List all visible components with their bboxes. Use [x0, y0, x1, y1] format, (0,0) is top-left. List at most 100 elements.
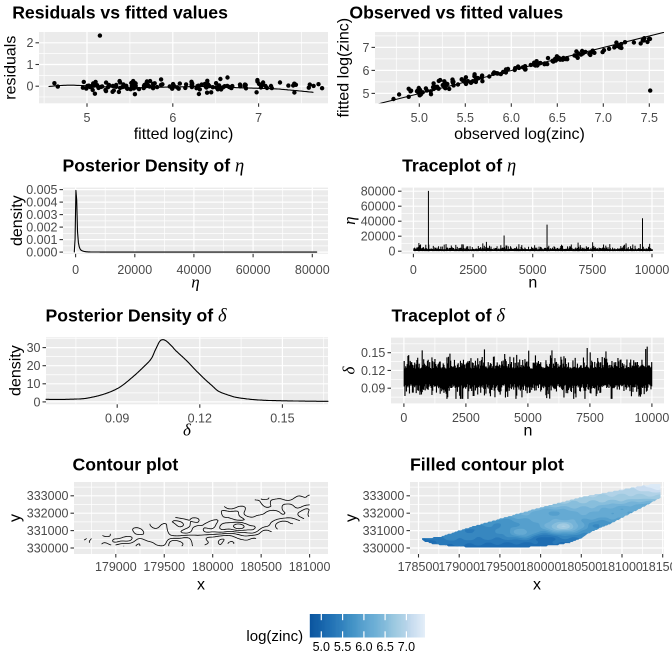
svg-text:y: y [343, 514, 360, 522]
svg-text:181500: 181500 [642, 560, 672, 574]
svg-text:Filled contour plot: Filled contour plot [410, 454, 564, 474]
svg-text:332000: 332000 [27, 507, 69, 521]
svg-text:330000: 330000 [363, 541, 405, 555]
svg-text:7.0: 7.0 [595, 111, 612, 125]
svg-text:6.0: 6.0 [355, 640, 372, 654]
svg-text:179000: 179000 [438, 560, 480, 574]
svg-text:n: n [528, 275, 537, 292]
svg-text:5.0: 5.0 [313, 640, 330, 654]
svg-text:0.003: 0.003 [26, 208, 57, 222]
svg-text:x: x [533, 577, 541, 594]
svg-text:n: n [523, 422, 532, 439]
svg-text:180000: 180000 [192, 560, 234, 574]
svg-text:Posterior Density of δ: Posterior Density of δ [46, 306, 228, 327]
svg-text:20000: 20000 [361, 230, 396, 244]
svg-text:0: 0 [27, 80, 34, 94]
svg-text:0.001: 0.001 [26, 233, 57, 247]
svg-text:fitted log(zinc): fitted log(zinc) [336, 18, 353, 118]
svg-text:0.002: 0.002 [26, 221, 57, 235]
svg-text:80000: 80000 [361, 185, 396, 199]
svg-text:5.5: 5.5 [334, 640, 351, 654]
svg-text:333000: 333000 [27, 489, 69, 503]
svg-text:40000: 40000 [177, 263, 212, 277]
svg-text:178500: 178500 [398, 560, 440, 574]
svg-text:7.5: 7.5 [641, 111, 658, 125]
svg-text:180500: 180500 [240, 560, 282, 574]
svg-text:40000: 40000 [361, 215, 396, 229]
svg-text:6.5: 6.5 [549, 111, 566, 125]
svg-text:Posterior Density of η: Posterior Density of η [63, 155, 245, 176]
svg-text:log(zinc): log(zinc) [246, 628, 303, 645]
svg-text:fitted log(zinc): fitted log(zinc) [134, 126, 234, 143]
svg-text:0: 0 [389, 245, 396, 259]
svg-text:7.0: 7.0 [398, 640, 415, 654]
svg-text:0.09: 0.09 [361, 382, 385, 396]
svg-text:6.0: 6.0 [503, 111, 520, 125]
svg-text:180500: 180500 [560, 560, 602, 574]
svg-text:181000: 181000 [601, 560, 643, 574]
svg-text:x: x [197, 577, 205, 594]
svg-text:Traceplot of η: Traceplot of η [402, 155, 516, 176]
svg-text:η: η [340, 216, 359, 224]
svg-text:δ: δ [340, 365, 359, 374]
svg-text:residuals: residuals [3, 36, 20, 100]
svg-text:5000: 5000 [519, 263, 547, 277]
svg-text:60000: 60000 [236, 263, 271, 277]
svg-text:179000: 179000 [95, 560, 137, 574]
svg-text:0.000: 0.000 [26, 246, 57, 260]
svg-text:6.5: 6.5 [376, 640, 393, 654]
svg-text:observed log(zinc): observed log(zinc) [454, 126, 585, 143]
svg-text:333000: 333000 [363, 489, 405, 503]
svg-text:332000: 332000 [363, 507, 405, 521]
svg-text:0.004: 0.004 [26, 196, 57, 210]
svg-text:7: 7 [255, 111, 262, 125]
svg-text:y: y [7, 514, 24, 522]
svg-text:η: η [191, 273, 199, 292]
svg-text:331000: 331000 [363, 524, 405, 538]
svg-text:0.15: 0.15 [361, 346, 385, 360]
svg-text:331000: 331000 [27, 524, 69, 538]
svg-text:6: 6 [363, 64, 370, 78]
svg-text:δ: δ [183, 420, 192, 439]
svg-text:10000: 10000 [635, 263, 670, 277]
svg-text:7: 7 [363, 41, 370, 55]
svg-text:10: 10 [27, 377, 41, 391]
svg-text:0: 0 [34, 395, 41, 409]
svg-text:180000: 180000 [520, 560, 562, 574]
svg-text:Residuals vs fitted values: Residuals vs fitted values [12, 3, 228, 23]
svg-text:5: 5 [363, 87, 370, 101]
svg-text:0: 0 [410, 263, 417, 277]
svg-text:181000: 181000 [289, 560, 331, 574]
svg-text:density: density [8, 345, 25, 396]
svg-text:6: 6 [169, 111, 176, 125]
svg-text:179500: 179500 [143, 560, 185, 574]
svg-text:7500: 7500 [578, 263, 606, 277]
svg-text:60000: 60000 [361, 200, 396, 214]
svg-text:Traceplot of δ: Traceplot of δ [392, 306, 506, 327]
svg-text:330000: 330000 [27, 541, 69, 555]
svg-text:5: 5 [84, 111, 91, 125]
svg-text:0: 0 [400, 411, 407, 425]
svg-text:5.0: 5.0 [411, 111, 428, 125]
svg-text:1: 1 [27, 58, 34, 72]
svg-text:80000: 80000 [295, 263, 330, 277]
svg-text:179500: 179500 [479, 560, 521, 574]
svg-text:20000: 20000 [117, 263, 152, 277]
svg-text:density: density [9, 195, 26, 246]
svg-text:Contour plot: Contour plot [73, 454, 179, 474]
svg-text:2500: 2500 [459, 263, 487, 277]
svg-text:30: 30 [27, 341, 41, 355]
svg-text:0.12: 0.12 [188, 411, 212, 425]
svg-text:5.5: 5.5 [457, 111, 474, 125]
svg-text:Observed vs fitted values: Observed vs fitted values [349, 3, 563, 23]
svg-text:0.12: 0.12 [361, 364, 385, 378]
svg-text:0: 0 [72, 263, 79, 277]
svg-text:10000: 10000 [635, 411, 670, 425]
svg-text:2500: 2500 [452, 411, 480, 425]
svg-text:20: 20 [27, 359, 41, 373]
svg-text:0.15: 0.15 [270, 411, 294, 425]
svg-text:0.005: 0.005 [26, 183, 57, 197]
svg-text:5000: 5000 [514, 411, 542, 425]
svg-text:2: 2 [27, 36, 34, 50]
svg-text:7500: 7500 [576, 411, 604, 425]
